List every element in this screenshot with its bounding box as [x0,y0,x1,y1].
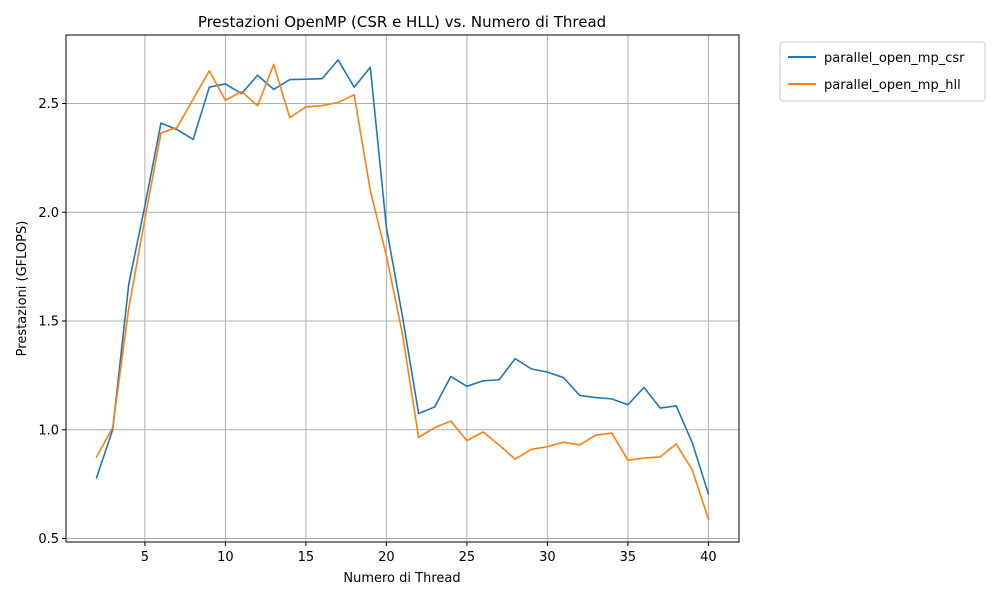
x-tick-label: 10 [217,550,234,565]
x-tick-label: 25 [459,550,476,565]
legend: parallel_open_mp_csr parallel_open_mp_hl… [779,41,986,102]
series-lines [95,59,710,520]
x-axis-ticks: 5 10 15 20 25 30 35 40 [141,542,717,565]
y-axis-label: Prestazioni (GFLOPS) [15,221,30,357]
plot-frame [65,34,740,543]
y-tick-label: 0.5 [38,532,59,547]
y-tick-label: 1.0 [38,423,59,438]
x-tick-label: 35 [620,550,637,565]
x-tick-label: 5 [141,550,149,565]
x-axis-label: Numero di Thread [343,571,460,586]
chart-title: Prestazioni OpenMP (CSR e HLL) vs. Numer… [198,13,606,31]
series-line-parallel_open_mp_hll [95,63,710,520]
x-tick-label: 40 [700,550,717,565]
y-tick-label: 1.5 [38,315,59,330]
x-tick-label: 30 [539,550,556,565]
legend-box [779,41,986,102]
y-tick-label: 2.5 [38,97,59,112]
series-line-parallel_open_mp_csr [95,59,710,495]
legend-label-csr: parallel_open_mp_csr [824,51,965,66]
x-tick-label: 20 [378,550,395,565]
x-tick-label: 15 [298,550,315,565]
grid [66,35,739,542]
legend-label-hll: parallel_open_mp_hll [824,78,961,93]
y-axis-ticks: 0.5 1.0 1.5 2.0 2.5 [38,97,66,547]
y-tick-label: 2.0 [38,206,59,221]
